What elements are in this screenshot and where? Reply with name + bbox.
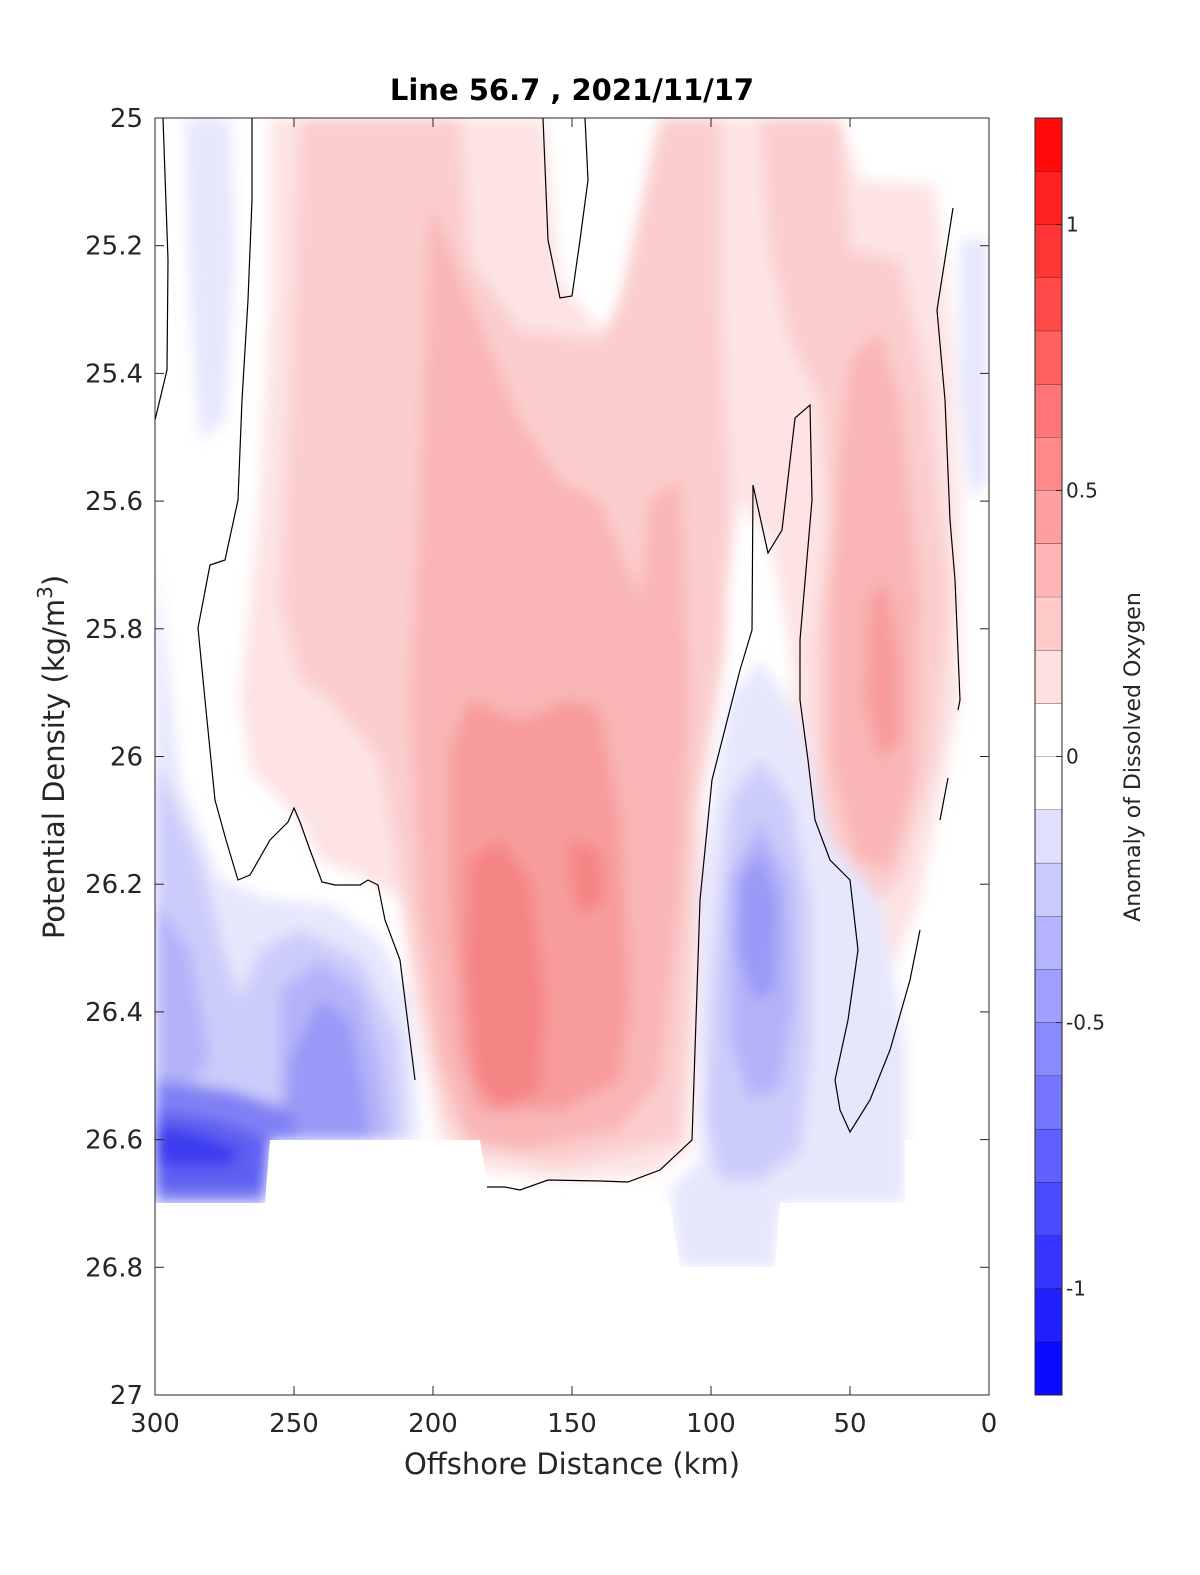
y-tick-label: 25.4 [85,359,143,389]
y-axis: 25 25.2 25.4 25.6 25.8 26 26.2 26.4 26.6 26.8 27 [85,104,989,1411]
y-axis-label-close: ) [37,575,71,586]
colorbar-tick-label: -1 [1066,1277,1086,1301]
zero-contour-2 [197,118,416,1081]
y-axis-label: Potential Density (kg/m3) [33,575,71,939]
contour-field [155,118,989,1267]
y-tick-label: 26 [110,743,143,773]
colorbar-axis: -1 -0.5 0 0.5 1 [1056,212,1105,1301]
colorbar-tick-label: -0.5 [1066,1011,1105,1035]
y-tick-label: 26.6 [85,1126,143,1156]
x-tick-label: 100 [686,1409,736,1439]
colorbar-band [1035,118,1062,172]
zero-contour-5 [936,207,961,711]
colorbar-band [1035,1288,1062,1342]
negative-band-14 [155,1125,240,1165]
zero-contour-4 [487,403,921,1191]
zero-contour-lines [155,118,961,1191]
colorbar-band [1035,650,1062,704]
colorbar-band [1035,437,1062,491]
colorbar-band [1035,543,1062,597]
colorbar-band [1035,596,1062,651]
colorbar-band [1035,809,1062,863]
y-tick-label: 25.6 [85,487,143,517]
positive-band-9 [570,840,605,915]
y-tick-label: 26.8 [85,1253,143,1283]
y-axis-label-main: Potential Density (kg/m [37,599,71,939]
zero-contour-6 [939,777,949,821]
colorbar-band [1035,1022,1062,1076]
negative-band-11 [738,850,778,1000]
colorbar [1035,117,1062,1395]
x-tick-label: 150 [547,1409,597,1439]
negative-band-7 [155,900,210,1110]
colorbar-band [1035,1182,1062,1236]
colorbar-band [1035,916,1062,970]
colorbar-band [1035,171,1062,225]
y-tick-label: 25 [110,104,143,134]
positive-band-7 [865,580,900,760]
colorbar-band [1035,703,1062,757]
x-tick-label: 50 [833,1409,866,1439]
colorbar-label: Anomaly of Dissolved Oxygen [1121,592,1146,922]
colorbar-band [1035,330,1062,385]
negative-band-1 [185,118,235,440]
x-tick-label: 250 [269,1409,319,1439]
x-tick-label: 0 [981,1409,998,1439]
colorbar-band [1035,1128,1062,1183]
negative-band-4 [960,240,989,500]
colorbar-band [1035,490,1062,544]
colorbar-tick-label: 0.5 [1066,478,1098,502]
y-tick-label: 27 [110,1381,143,1411]
x-axis: 300 250 200 150 100 50 0 [130,118,997,1439]
y-axis-label-superscript: 3 [33,586,57,599]
y-tick-label: 26.2 [85,870,143,900]
negative-band-10 [285,1000,370,1140]
colorbar-band [1035,1341,1062,1395]
colorbar-tick-label: 1 [1066,212,1079,236]
colorbar-band [1035,969,1062,1023]
y-tick-label: 25.8 [85,615,143,645]
y-tick-label: 26.4 [85,998,143,1028]
x-axis-label: Offshore Distance (km) [404,1447,740,1481]
colorbar-tick-label: 0 [1066,745,1079,769]
zero-contour-1 [155,118,169,421]
y-tick-label: 25.2 [85,232,143,262]
colorbar-band [1035,862,1062,917]
x-tick-label: 200 [408,1409,458,1439]
zero-contour-3 [542,118,589,299]
chart-title: Line 56.7 , 2021/11/17 [390,73,754,107]
colorbar-band [1035,384,1062,438]
colorbar-band [1035,224,1062,278]
colorbar-band [1035,1075,1062,1129]
colorbar-band [1035,277,1062,331]
positive-band-8 [465,840,545,1110]
x-tick-label: 300 [130,1409,180,1439]
colorbar-band [1035,756,1062,810]
colorbar-band [1035,1235,1062,1289]
